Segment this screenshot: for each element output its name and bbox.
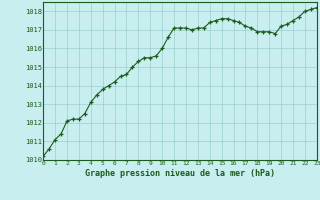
X-axis label: Graphe pression niveau de la mer (hPa): Graphe pression niveau de la mer (hPa) (85, 169, 275, 178)
